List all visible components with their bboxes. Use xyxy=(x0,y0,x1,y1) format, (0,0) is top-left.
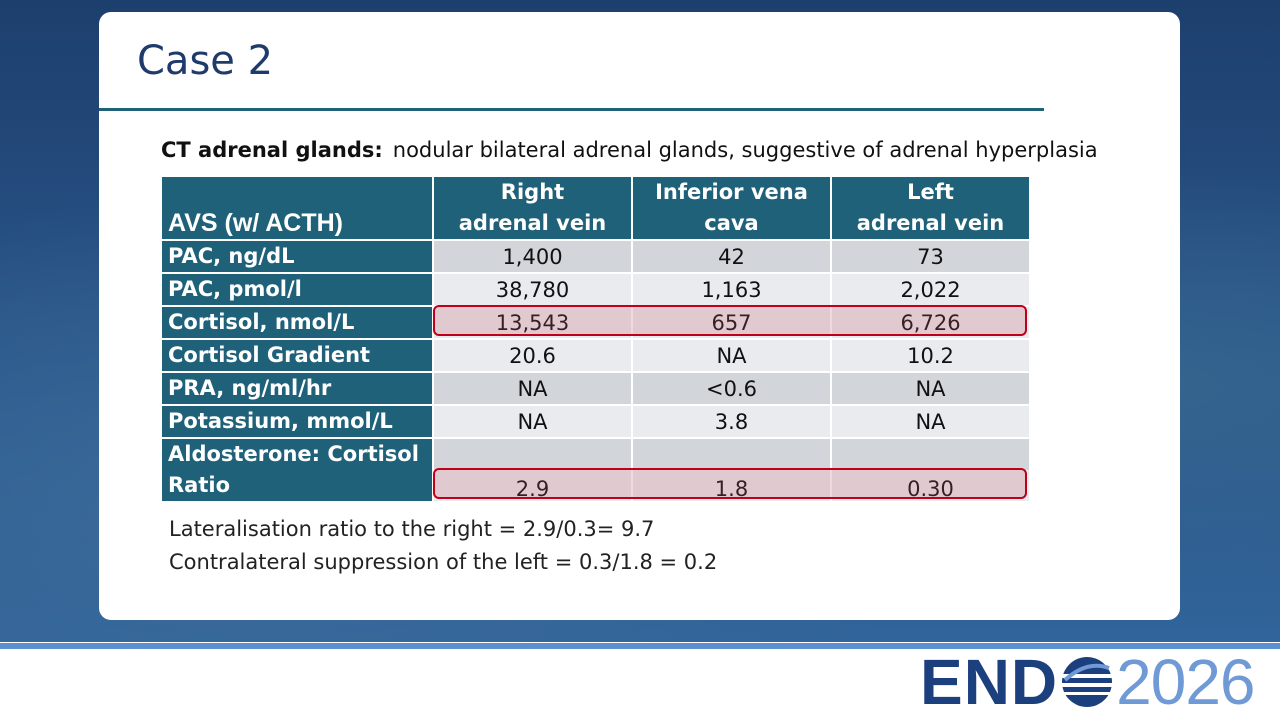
intro-line: CT adrenal glands: nodular bilateral adre… xyxy=(161,138,1098,162)
cell: 73 xyxy=(830,239,1031,274)
logo-text: END xyxy=(920,646,1059,718)
column-header-line: Inferior vena xyxy=(655,180,808,204)
column-header-line: adrenal vein xyxy=(458,211,607,235)
row-label: Cortisol Gradient xyxy=(160,338,434,373)
table-row: Aldosterone: Cortisol Ratio 2.9 1.8 0.30 xyxy=(160,437,1031,503)
row-label: Potassium, mmol/L xyxy=(160,404,434,439)
cell: NA xyxy=(432,371,633,406)
column-header: Inferior vena cava xyxy=(631,175,832,241)
cell: 1,163 xyxy=(631,272,832,307)
cell: 10.2 xyxy=(830,338,1031,373)
column-header: Right adrenal vein xyxy=(432,175,633,241)
cell: 1,400 xyxy=(432,239,633,274)
cell: 42 xyxy=(631,239,832,274)
note: Contralateral suppression of the left = … xyxy=(169,550,718,574)
row-label: PAC, ng/dL xyxy=(160,239,434,274)
footer-stripe xyxy=(0,643,1280,649)
logo-year: 2026 xyxy=(1116,646,1255,718)
column-header-line: cava xyxy=(704,211,759,235)
logo: END 2026 xyxy=(920,646,1256,718)
table-row: PRA, ng/ml/hr NA <0.6 NA xyxy=(160,371,1031,406)
cell: 657 xyxy=(631,305,832,340)
cell: 2,022 xyxy=(830,272,1031,307)
cell: <0.6 xyxy=(631,371,832,406)
cell: NA xyxy=(432,404,633,439)
column-header-line: Right xyxy=(500,180,565,204)
cell: NA xyxy=(830,371,1031,406)
table-row: Cortisol, nmol/L 13,543 657 6,726 xyxy=(160,305,1031,340)
column-header-line: Left xyxy=(907,180,954,204)
cell: 3.8 xyxy=(631,404,832,439)
header-row: AVS (w/ ACTH) Right adrenal vein Inferior v… xyxy=(160,175,1031,241)
corner-cell: AVS (w/ ACTH) xyxy=(160,175,434,241)
column-header: Left adrenal vein xyxy=(830,175,1031,241)
title-rule xyxy=(99,108,1044,111)
slide-title: Case 2 xyxy=(137,38,274,84)
row-label: Aldosterone: Cortisol Ratio xyxy=(160,437,434,503)
avs-table: AVS (w/ ACTH) Right adrenal vein Inferior v… xyxy=(160,175,1031,503)
highlight-box xyxy=(433,468,1027,499)
row-label: PAC, pmol/l xyxy=(160,272,434,307)
logo-globe xyxy=(1059,657,1116,707)
table-row: Cortisol Gradient 20.6 NA 10.2 xyxy=(160,338,1031,373)
row-label: Cortisol, nmol/L xyxy=(160,305,434,340)
column-header-line: adrenal vein xyxy=(856,211,1005,235)
intro-text: nodular bilateral adrenal glands, sugges… xyxy=(392,138,1098,162)
cell: 2.9 xyxy=(432,437,633,503)
table-row: Potassium, mmol/L NA 3.8 NA xyxy=(160,404,1031,439)
cell: 1.8 xyxy=(631,437,832,503)
table-row: PAC, ng/dL 1,400 42 73 xyxy=(160,239,1031,274)
row-label: PRA, ng/ml/hr xyxy=(160,371,434,406)
table-row: PAC, pmol/l 38,780 1,163 2,022 xyxy=(160,272,1031,307)
highlight-box xyxy=(433,305,1027,336)
note: Lateralisation ratio to the right = 2.9/… xyxy=(169,517,655,541)
cell: NA xyxy=(631,338,832,373)
cell: NA xyxy=(830,404,1031,439)
cell: 38,780 xyxy=(432,272,633,307)
cell: 20.6 xyxy=(432,338,633,373)
cell: 0.30 xyxy=(830,437,1031,503)
intro-label: CT adrenal glands: xyxy=(161,138,383,162)
